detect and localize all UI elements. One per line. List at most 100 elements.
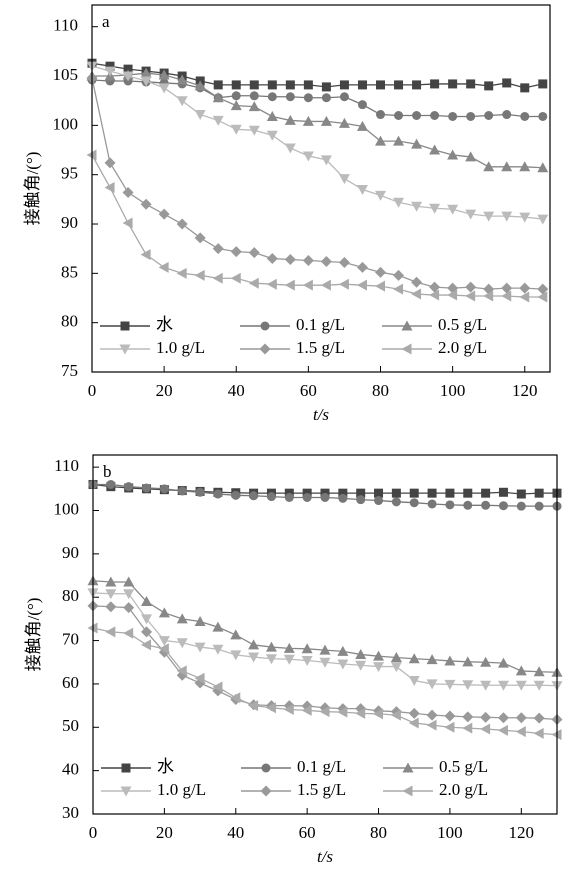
marker (106, 479, 116, 489)
marker (429, 289, 440, 301)
marker (533, 712, 545, 724)
legend-label: 1.5 g/L (296, 338, 345, 357)
marker (248, 277, 259, 289)
marker (444, 679, 456, 690)
marker (176, 267, 187, 279)
marker (375, 280, 386, 292)
marker (462, 722, 473, 734)
marker (447, 289, 458, 301)
marker (338, 278, 349, 290)
marker (498, 501, 508, 511)
marker (302, 115, 314, 126)
x-tick-label: 0 (88, 381, 97, 400)
marker (426, 679, 438, 690)
marker (497, 712, 509, 724)
marker (320, 155, 332, 166)
marker (248, 639, 260, 650)
marker (176, 613, 188, 624)
marker (284, 279, 295, 291)
marker (411, 138, 423, 149)
x-tick-label: 60 (300, 381, 317, 400)
marker (534, 501, 544, 511)
marker (140, 249, 151, 261)
marker (533, 727, 544, 739)
legend-label: 0.1 g/L (296, 315, 345, 334)
marker (140, 76, 152, 87)
y-tick-label: 70 (62, 629, 79, 648)
marker (448, 79, 458, 89)
marker (194, 615, 206, 626)
marker (465, 209, 477, 220)
x-axis-label: t/s (317, 847, 333, 866)
marker (320, 256, 332, 268)
marker (429, 144, 441, 155)
marker (141, 614, 153, 625)
marker (484, 81, 494, 91)
marker (284, 143, 296, 154)
y-tick-label: 100 (53, 114, 79, 133)
marker (498, 487, 508, 497)
marker (249, 91, 259, 101)
marker (338, 488, 348, 498)
marker (105, 576, 117, 587)
marker (248, 700, 259, 712)
marker (376, 80, 386, 90)
marker (466, 79, 476, 89)
marker (462, 656, 474, 667)
legend-label: 2.0 g/L (439, 780, 488, 799)
marker (484, 110, 494, 120)
marker (515, 712, 527, 724)
marker (337, 659, 349, 670)
marker (430, 110, 440, 120)
marker (390, 662, 402, 673)
marker (375, 190, 387, 201)
marker (266, 253, 278, 265)
marker (501, 211, 513, 222)
marker (537, 283, 549, 295)
y-tick-label: 30 (62, 803, 79, 822)
marker (176, 665, 187, 677)
y-tick-label: 95 (61, 164, 78, 183)
marker (260, 785, 272, 797)
marker (230, 692, 241, 704)
legend-label: 1.0 g/L (157, 780, 206, 799)
marker (339, 92, 349, 102)
marker (462, 711, 474, 723)
marker (374, 496, 384, 506)
marker (355, 707, 366, 719)
marker (412, 110, 422, 120)
y-tick-label: 90 (62, 543, 79, 562)
marker (319, 644, 331, 655)
plot-frame (91, 4, 551, 373)
marker (105, 61, 115, 71)
series-line (91, 77, 543, 290)
marker (533, 666, 545, 677)
marker (266, 130, 278, 141)
marker (411, 201, 423, 212)
marker (426, 654, 438, 665)
marker (408, 707, 420, 719)
marker (194, 269, 205, 281)
marker (466, 111, 476, 121)
marker (321, 93, 331, 103)
marker (320, 279, 331, 291)
marker (301, 656, 313, 667)
marker (515, 680, 527, 691)
marker (158, 83, 170, 94)
marker (176, 638, 188, 649)
marker (284, 492, 294, 502)
marker (483, 211, 495, 222)
marker (267, 92, 277, 102)
marker (159, 484, 169, 494)
marker (283, 704, 294, 716)
marker (337, 706, 348, 718)
marker (502, 110, 512, 120)
marker (374, 488, 384, 498)
marker (230, 272, 241, 284)
marker (248, 101, 260, 112)
marker (212, 621, 224, 632)
marker (445, 500, 455, 510)
x-tick-label: 0 (89, 823, 98, 842)
x-tick-label: 120 (512, 381, 538, 400)
